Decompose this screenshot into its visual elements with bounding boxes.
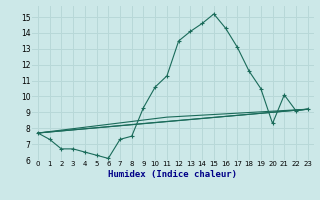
X-axis label: Humidex (Indice chaleur): Humidex (Indice chaleur) — [108, 170, 237, 179]
